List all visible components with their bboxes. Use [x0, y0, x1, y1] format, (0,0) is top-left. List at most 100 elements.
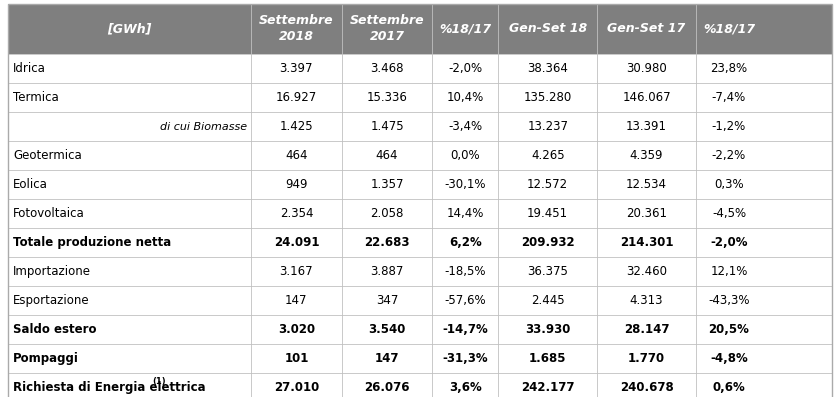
Text: 3.887: 3.887	[370, 265, 404, 278]
Text: 12.572: 12.572	[528, 178, 569, 191]
Text: 101: 101	[284, 352, 308, 365]
Text: %18/17: %18/17	[703, 23, 755, 35]
Text: 1.685: 1.685	[529, 352, 566, 365]
Text: [GWh]: [GWh]	[108, 23, 152, 35]
Text: 1.425: 1.425	[280, 120, 313, 133]
Bar	[8, 257, 832, 286]
Bar	[8, 344, 832, 373]
Text: -4,5%: -4,5%	[712, 207, 746, 220]
Text: 135.280: 135.280	[523, 91, 572, 104]
Bar	[8, 170, 832, 199]
Text: 13.237: 13.237	[528, 120, 568, 133]
Text: 214.301: 214.301	[620, 236, 674, 249]
Text: -57,6%: -57,6%	[444, 294, 486, 307]
Text: Gen-Set 18: Gen-Set 18	[508, 23, 587, 35]
Text: 464: 464	[285, 149, 307, 162]
Text: 3.540: 3.540	[369, 323, 406, 336]
Text: 464: 464	[375, 149, 398, 162]
Text: Termica: Termica	[13, 91, 59, 104]
Text: -4,8%: -4,8%	[710, 352, 748, 365]
Text: 0,0%: 0,0%	[450, 149, 480, 162]
Text: -7,4%: -7,4%	[711, 91, 746, 104]
Text: 3,6%: 3,6%	[449, 381, 481, 394]
Text: 20.361: 20.361	[626, 207, 667, 220]
Text: -1,2%: -1,2%	[711, 120, 746, 133]
Text: 949: 949	[285, 178, 307, 191]
Text: Gen-Set 17: Gen-Set 17	[607, 23, 685, 35]
Text: 12,1%: 12,1%	[711, 265, 748, 278]
Text: 347: 347	[375, 294, 398, 307]
Text: Eolica: Eolica	[13, 178, 48, 191]
Text: -31,3%: -31,3%	[443, 352, 488, 365]
Text: 2.058: 2.058	[370, 207, 404, 220]
Bar	[8, 315, 832, 344]
Text: -2,0%: -2,0%	[449, 62, 482, 75]
Text: 12.534: 12.534	[626, 178, 667, 191]
Text: 30.980: 30.980	[627, 62, 667, 75]
Text: 1.475: 1.475	[370, 120, 404, 133]
Text: -18,5%: -18,5%	[444, 265, 486, 278]
Text: Settembre
2018: Settembre 2018	[259, 15, 333, 44]
Bar	[8, 373, 832, 397]
Bar	[8, 54, 832, 83]
Text: 4.359: 4.359	[630, 149, 664, 162]
Text: Idrica: Idrica	[13, 62, 46, 75]
Text: 27.010: 27.010	[274, 381, 319, 394]
Text: 38.364: 38.364	[528, 62, 568, 75]
Text: 16.927: 16.927	[276, 91, 317, 104]
Text: 33.930: 33.930	[525, 323, 570, 336]
Text: 23,8%: 23,8%	[711, 62, 748, 75]
Text: Totale produzione netta: Totale produzione netta	[13, 236, 171, 249]
Text: 24.091: 24.091	[274, 236, 319, 249]
Text: Geotermica: Geotermica	[13, 149, 81, 162]
Text: -14,7%: -14,7%	[443, 323, 488, 336]
Bar	[8, 112, 832, 141]
Text: 4.265: 4.265	[531, 149, 564, 162]
Text: 240.678: 240.678	[620, 381, 674, 394]
Text: 3.468: 3.468	[370, 62, 404, 75]
Text: 13.391: 13.391	[626, 120, 667, 133]
Text: Pompaggi: Pompaggi	[13, 352, 79, 365]
Text: (1): (1)	[153, 377, 166, 385]
Text: Richiesta di Energia elettrica: Richiesta di Energia elettrica	[13, 381, 206, 394]
Text: 28.147: 28.147	[624, 323, 669, 336]
Text: Fotovoltaica: Fotovoltaica	[13, 207, 85, 220]
Text: -2,0%: -2,0%	[711, 236, 748, 249]
Text: 2.445: 2.445	[531, 294, 564, 307]
Bar	[8, 228, 832, 257]
Text: 20,5%: 20,5%	[709, 323, 749, 336]
Text: di cui Biomasse: di cui Biomasse	[160, 121, 247, 131]
Text: 3.167: 3.167	[280, 265, 313, 278]
Text: 19.451: 19.451	[528, 207, 569, 220]
Text: %18/17: %18/17	[439, 23, 491, 35]
Text: -43,3%: -43,3%	[708, 294, 750, 307]
Text: 209.932: 209.932	[521, 236, 575, 249]
Bar	[8, 83, 832, 112]
Text: 15.336: 15.336	[366, 91, 407, 104]
Text: -30,1%: -30,1%	[444, 178, 486, 191]
Text: 2.354: 2.354	[280, 207, 313, 220]
Text: 3.397: 3.397	[280, 62, 313, 75]
Text: 147: 147	[375, 352, 399, 365]
Text: 14,4%: 14,4%	[447, 207, 484, 220]
Text: 242.177: 242.177	[521, 381, 575, 394]
Text: 26.076: 26.076	[365, 381, 410, 394]
Bar	[8, 286, 832, 315]
Text: Settembre
2017: Settembre 2017	[349, 15, 424, 44]
Text: -2,2%: -2,2%	[711, 149, 746, 162]
Text: Esportazione: Esportazione	[13, 294, 90, 307]
Text: Saldo estero: Saldo estero	[13, 323, 97, 336]
Text: 1.770: 1.770	[628, 352, 665, 365]
Bar	[8, 199, 832, 228]
Text: 146.067: 146.067	[622, 91, 671, 104]
Text: 0,3%: 0,3%	[714, 178, 743, 191]
Text: 147: 147	[285, 294, 307, 307]
Bar	[8, 4, 832, 54]
Text: -3,4%: -3,4%	[449, 120, 482, 133]
Text: 3.020: 3.020	[278, 323, 315, 336]
Text: 32.460: 32.460	[626, 265, 667, 278]
Text: 1.357: 1.357	[370, 178, 404, 191]
Text: 4.313: 4.313	[630, 294, 664, 307]
Text: 0,6%: 0,6%	[712, 381, 745, 394]
Text: 36.375: 36.375	[528, 265, 568, 278]
